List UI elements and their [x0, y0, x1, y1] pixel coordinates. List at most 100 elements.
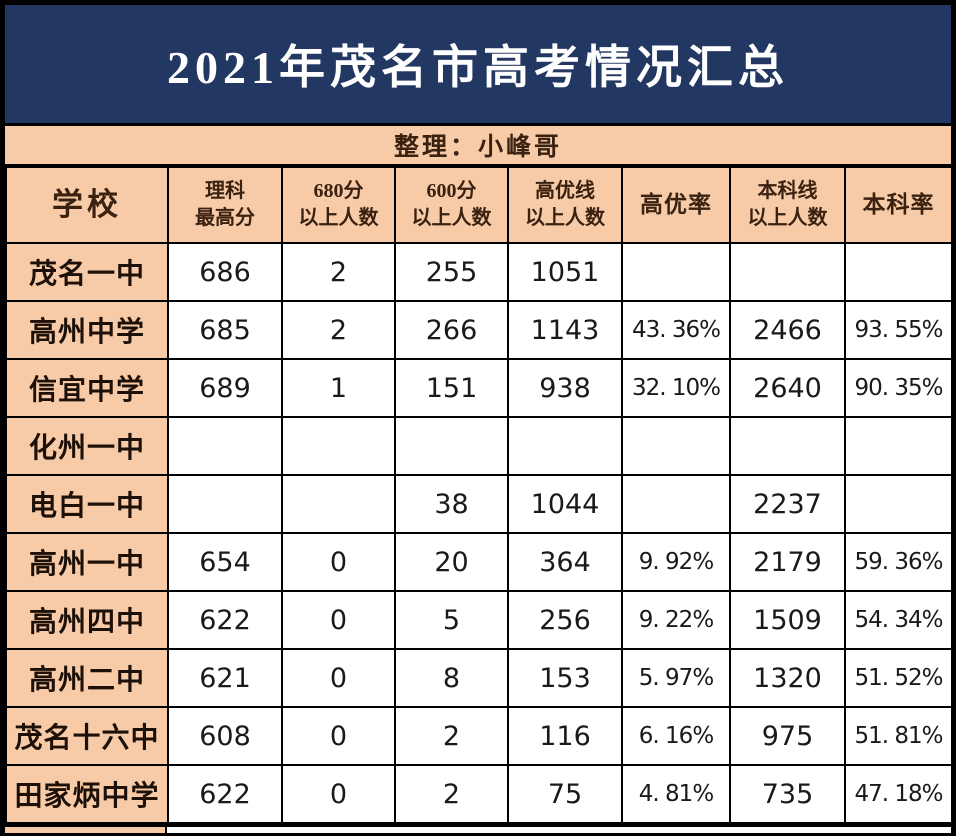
value-cell: 1143	[507, 300, 623, 360]
value-cell: 364	[507, 532, 623, 592]
value-cell: 0	[281, 706, 396, 766]
header-line: 600分	[426, 180, 477, 202]
value-cell	[844, 416, 953, 476]
header-line: 高优线	[535, 180, 595, 202]
value-cell	[281, 474, 396, 534]
value-cell	[507, 416, 623, 476]
value-cell: 153	[507, 648, 623, 708]
value-cell: 93. 55%	[844, 300, 953, 360]
value-cell: 38	[394, 474, 509, 534]
school-name-cell: 化州一中	[5, 416, 169, 476]
table-row: 田家炳中学 622 0 2 75 4. 81% 735 47. 18%	[5, 764, 953, 824]
value-cell: 43. 36%	[621, 300, 731, 360]
value-cell	[621, 416, 731, 476]
value-cell: 6. 16%	[621, 706, 731, 766]
table-row: 高州二中 621 0 8 153 5. 97% 1320 51. 52%	[5, 648, 953, 708]
header-line: 以上人数	[411, 207, 492, 229]
value-cell: 59. 36%	[844, 532, 953, 592]
value-cell: 2237	[729, 474, 846, 534]
value-cell: 2466	[729, 300, 846, 360]
header-line: 最高分	[195, 207, 255, 229]
value-cell: 685	[167, 300, 283, 360]
value-cell: 54. 34%	[844, 590, 953, 650]
value-cell	[281, 416, 396, 476]
value-cell: 5	[394, 590, 509, 650]
table-row: 信宜中学 689 1 151 938 32. 10% 2640 90. 35%	[5, 358, 953, 418]
title-bar: 2021年茂名市高考情况汇总	[5, 5, 951, 123]
table-row: 茂名十六中 608 0 2 116 6. 16% 975 51. 81%	[5, 706, 953, 766]
value-cell: 47. 18%	[844, 764, 953, 824]
header-line: 本科线	[757, 180, 818, 202]
value-cell: 75	[507, 764, 623, 824]
value-cell: 1051	[507, 242, 623, 302]
page-title: 2021年茂名市高考情况汇总	[167, 42, 789, 93]
header-line: 学校	[52, 187, 122, 223]
value-cell: 90. 35%	[844, 358, 953, 418]
column-header-above-600-count: 600分以上人数	[394, 166, 509, 244]
school-name-cell: 电白一中	[5, 474, 169, 534]
table-row: 高州四中 622 0 5 256 9. 22% 1509 54. 34%	[5, 590, 953, 650]
cut-off-next-row-school-cell	[5, 827, 167, 833]
header-line: 高优率	[640, 192, 712, 218]
value-cell: 622	[167, 764, 283, 824]
value-cell: 116	[507, 706, 623, 766]
value-cell: 622	[167, 590, 283, 650]
value-cell: 4. 81%	[621, 764, 731, 824]
value-cell: 1320	[729, 648, 846, 708]
column-header-above-680-count: 680分 以上人数	[281, 166, 396, 244]
value-cell: 2	[394, 764, 509, 824]
value-cell: 151	[394, 358, 509, 418]
value-cell	[621, 474, 731, 534]
value-cell	[167, 416, 283, 476]
value-cell: 2	[281, 300, 396, 360]
value-cell	[167, 474, 283, 534]
column-header-science-top-score: 理科 最高分	[167, 166, 283, 244]
subtitle-row: 整理：小峰哥	[5, 126, 951, 164]
school-name-cell: 高州四中	[5, 590, 169, 650]
column-header-above-undergrad-line-count: 本科线 以上人数	[729, 166, 846, 244]
table-row: 茂名一中 686 2 255 1051	[5, 242, 953, 302]
header-line: 理科	[205, 180, 245, 202]
value-cell: 1509	[729, 590, 846, 650]
school-name-cell: 田家炳中学	[5, 764, 169, 824]
value-cell: 0	[281, 648, 396, 708]
header-row: 学校 理科 最高分 680分 以上人数 600分 以上人数 高优线 以上人数 高优率 本科线 以上人数…	[5, 166, 953, 244]
value-cell: 0	[281, 764, 396, 824]
value-cell: 608	[167, 706, 283, 766]
value-cell: 1	[281, 358, 396, 418]
subtitle-text: 整理：小峰哥	[393, 134, 562, 161]
school-name-cell: 茂名十六中	[5, 706, 169, 766]
school-name-cell: 高州一中	[5, 532, 169, 592]
column-header-undergrad-rate: 本科率	[844, 166, 953, 244]
school-name-cell: 高州二中	[5, 648, 169, 708]
value-cell: 9. 22%	[621, 590, 731, 650]
value-cell: 654	[167, 532, 283, 592]
value-cell: 9. 92%	[621, 532, 731, 592]
value-cell: 20	[394, 532, 509, 592]
value-cell: 255	[394, 242, 509, 302]
value-cell: 256	[507, 590, 623, 650]
header-line: 本科率	[862, 192, 935, 218]
value-cell: 2	[394, 706, 509, 766]
value-cell: 686	[167, 242, 283, 302]
table-row: 高州中学 685 2 266 1143 43. 36% 2466 93. 55%	[5, 300, 953, 360]
table-row: 化州一中	[5, 416, 953, 476]
header-line: 以上人数	[298, 207, 379, 229]
value-cell: 938	[507, 358, 623, 418]
value-cell	[844, 242, 953, 302]
value-cell: 1044	[507, 474, 623, 534]
value-cell: 735	[729, 764, 846, 824]
value-cell: 2	[281, 242, 396, 302]
value-cell: 32. 10%	[621, 358, 731, 418]
school-name-cell: 茂名一中	[5, 242, 169, 302]
column-header-priority-rate: 高优率	[621, 166, 731, 244]
header-line: 以上人数	[747, 207, 828, 229]
table-row: 高州一中 654 0 20 364 9. 92% 2179 59. 36%	[5, 532, 953, 592]
value-cell: 266	[394, 300, 509, 360]
school-name-cell: 高州中学	[5, 300, 169, 360]
value-cell: 51. 81%	[844, 706, 953, 766]
value-cell: 2179	[729, 532, 846, 592]
value-cell	[621, 242, 731, 302]
value-cell: 621	[167, 648, 283, 708]
